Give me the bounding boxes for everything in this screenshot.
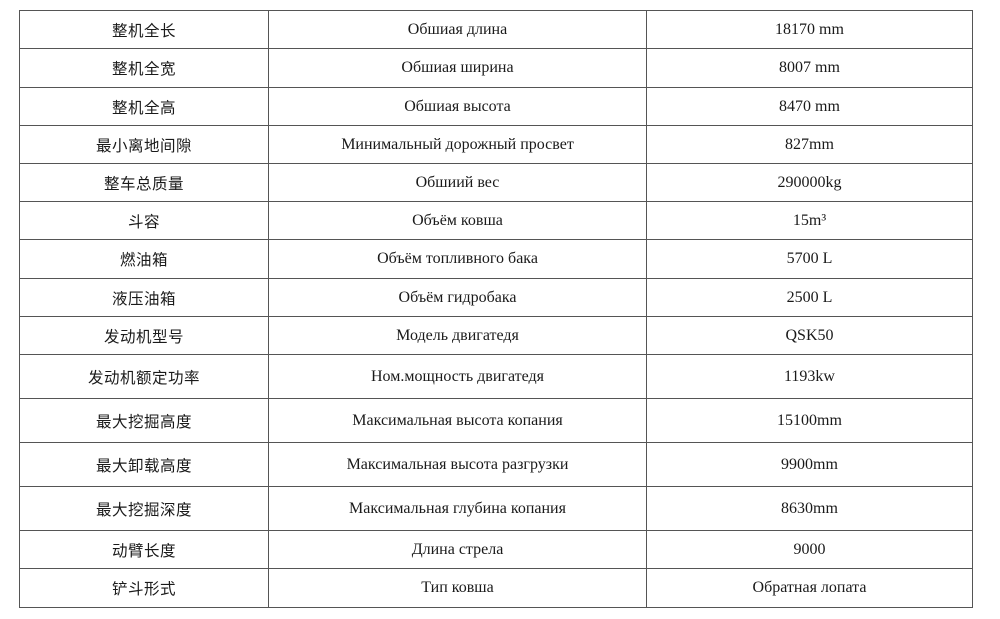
param-value: 290000kg: [646, 163, 973, 202]
param-value: 18170 mm: [646, 10, 973, 49]
table-row: 最大卸载高度 Максимальная высота разгрузки 990…: [19, 442, 973, 487]
param-value: 8630mm: [646, 486, 973, 531]
table-row: 斗容 Объём ковша 15m³: [19, 201, 973, 240]
param-name-cn: 最大挖掘深度: [19, 486, 269, 531]
param-name-ru: Объём ковша: [268, 201, 647, 240]
param-value: 8007 mm: [646, 48, 973, 88]
table-row: 动臂长度 Длина стрела 9000: [19, 530, 973, 569]
param-name-ru: Максимальная глубина копания: [268, 486, 647, 531]
param-name-ru: Тип ковша: [268, 568, 647, 608]
param-value: Обратная лопата: [646, 568, 973, 608]
table-row: 整车总质量 Обшиий вес 290000kg: [19, 163, 973, 202]
param-name-cn: 最小离地间隙: [19, 125, 269, 164]
table-row: 最小离地间隙 Минимальный дорожный просвет 827m…: [19, 125, 973, 164]
param-value: 9000: [646, 530, 973, 569]
param-value: 15m³: [646, 201, 973, 240]
param-value: 1193kw: [646, 354, 973, 399]
param-name-cn: 发动机额定功率: [19, 354, 269, 399]
param-name-ru: Ном.мощность двигатедя: [268, 354, 647, 399]
param-name-ru: Модель двигатедя: [268, 316, 647, 355]
param-value: 8470 mm: [646, 87, 973, 126]
table-row: 最大挖掘高度 Максимальная высота копания 15100…: [19, 398, 973, 443]
param-name-cn: 最大卸载高度: [19, 442, 269, 487]
table-row: 发动机额定功率 Ном.мощность двигатедя 1193kw: [19, 354, 973, 399]
param-name-ru: Минимальный дорожный просвет: [268, 125, 647, 164]
table-row: 液压油箱 Объём гидробака 2500 L: [19, 278, 973, 317]
param-name-cn: 整车总质量: [19, 163, 269, 202]
param-name-ru: Обшиая длина: [268, 10, 647, 49]
table-row: 发动机型号 Модель двигатедя QSK50: [19, 316, 973, 355]
param-name-ru: Обшиая высота: [268, 87, 647, 126]
table-row: 整机全长 Обшиая длина 18170 mm: [19, 10, 973, 49]
table-row: 铲斗形式 Тип ковша Обратная лопата: [19, 568, 973, 608]
spec-table-body: 整机全长 Обшиая длина 18170 mm 整机全宽 Обшиая ш…: [19, 10, 973, 608]
param-name-cn: 液压油箱: [19, 278, 269, 317]
param-name-cn: 整机全高: [19, 87, 269, 126]
param-value: 827mm: [646, 125, 973, 164]
param-value: 5700 L: [646, 239, 973, 279]
param-name-cn: 铲斗形式: [19, 568, 269, 608]
table-row: 整机全高 Обшиая высота 8470 mm: [19, 87, 973, 126]
param-name-cn: 动臂长度: [19, 530, 269, 569]
param-value: QSK50: [646, 316, 973, 355]
table-row: 最大挖掘深度 Максимальная глубина копания 8630…: [19, 486, 973, 531]
param-name-ru: Объём гидробака: [268, 278, 647, 317]
param-value: 9900mm: [646, 442, 973, 487]
spec-table: 整机全长 Обшиая длина 18170 mm 整机全宽 Обшиая ш…: [19, 10, 973, 608]
param-name-cn: 发动机型号: [19, 316, 269, 355]
param-name-cn: 整机全宽: [19, 48, 269, 88]
param-value: 2500 L: [646, 278, 973, 317]
param-value: 15100mm: [646, 398, 973, 443]
param-name-cn: 燃油箱: [19, 239, 269, 279]
table-row: 整机全宽 Обшиая ширина 8007 mm: [19, 48, 973, 88]
param-name-ru: Максимальная высота копания: [268, 398, 647, 443]
table-row: 燃油箱 Объём топливного бака 5700 L: [19, 239, 973, 279]
param-name-cn: 最大挖掘高度: [19, 398, 269, 443]
param-name-ru: Объём топливного бака: [268, 239, 647, 279]
param-name-ru: Максимальная высота разгрузки: [268, 442, 647, 487]
param-name-ru: Обшиая ширина: [268, 48, 647, 88]
param-name-ru: Длина стрела: [268, 530, 647, 569]
param-name-ru: Обшиий вес: [268, 163, 647, 202]
param-name-cn: 斗容: [19, 201, 269, 240]
param-name-cn: 整机全长: [19, 10, 269, 49]
